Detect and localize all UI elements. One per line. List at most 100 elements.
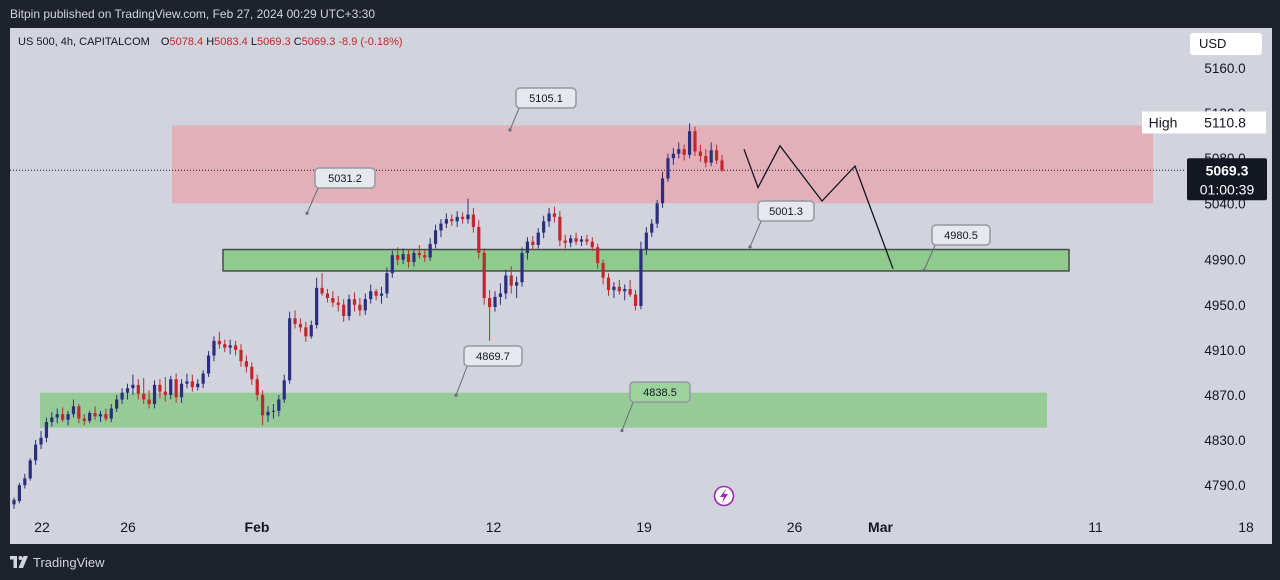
candle[interactable] [352, 292, 357, 312]
candle[interactable] [601, 259, 605, 285]
candle[interactable] [120, 388, 124, 404]
candle[interactable] [563, 234, 567, 249]
candle[interactable] [374, 288, 378, 301]
candle[interactable] [174, 373, 178, 403]
candle[interactable] [590, 237, 594, 251]
candle[interactable] [687, 123, 692, 159]
candle[interactable] [504, 269, 508, 300]
candle[interactable] [433, 224, 438, 249]
candle[interactable] [347, 294, 351, 321]
candle[interactable] [639, 241, 643, 310]
price-callout[interactable]: 4869.7 [454, 345, 523, 397]
candle[interactable] [77, 403, 81, 424]
candle[interactable] [574, 232, 578, 246]
candle[interactable] [158, 379, 162, 399]
candle[interactable] [558, 211, 562, 247]
price-callout[interactable]: 5105.1 [508, 87, 577, 132]
candle[interactable] [704, 149, 708, 168]
candle[interactable] [66, 410, 70, 426]
candle[interactable] [520, 247, 524, 287]
candle[interactable] [666, 153, 670, 182]
candle[interactable] [34, 440, 38, 465]
candle[interactable] [606, 273, 611, 296]
candle[interactable] [455, 211, 459, 227]
candle[interactable] [196, 379, 200, 391]
candle[interactable] [233, 340, 238, 356]
candle[interactable] [709, 142, 713, 167]
candle[interactable] [293, 310, 297, 329]
candle[interactable] [304, 321, 308, 342]
price-chart[interactable]: 5105.1 5031.2 5001.3 4980.5 4869.7 4838.5 516… [10, 28, 1272, 544]
candle[interactable] [309, 320, 313, 339]
x-axis[interactable]: 22 26 Feb 12 19 26 Mar 11 18 [34, 519, 1254, 535]
candle[interactable] [331, 291, 335, 308]
candle[interactable] [509, 266, 513, 294]
candle[interactable] [169, 375, 173, 400]
candle[interactable] [125, 383, 130, 400]
candle[interactable] [547, 207, 551, 227]
candle[interactable] [142, 378, 146, 404]
candle[interactable] [396, 247, 400, 266]
candle[interactable] [239, 344, 243, 367]
candle[interactable] [71, 399, 76, 418]
candle[interactable] [358, 298, 362, 317]
candle[interactable] [612, 282, 616, 299]
candle[interactable] [466, 198, 470, 224]
candle[interactable] [342, 299, 346, 322]
candle[interactable] [185, 373, 189, 389]
candle[interactable] [493, 291, 497, 312]
candle[interactable] [450, 214, 454, 226]
candle[interactable] [596, 243, 600, 269]
candle[interactable] [104, 408, 108, 421]
candle[interactable] [336, 295, 340, 312]
candle[interactable] [444, 213, 448, 229]
candle[interactable] [714, 144, 719, 164]
candle[interactable] [482, 248, 486, 305]
candle[interactable] [633, 290, 638, 311]
candle[interactable] [28, 458, 32, 481]
candle[interactable] [50, 411, 54, 427]
currency-button[interactable]: USD [1190, 33, 1262, 55]
candle[interactable] [412, 249, 416, 267]
price-callout[interactable]: 5001.3 [748, 200, 815, 249]
candle[interactable] [525, 237, 530, 260]
candle[interactable] [693, 126, 697, 156]
candle[interactable] [682, 144, 686, 161]
candle[interactable] [401, 248, 405, 265]
candle[interactable] [82, 414, 86, 426]
candle[interactable] [244, 355, 248, 373]
candle[interactable] [250, 362, 254, 385]
candle[interactable] [12, 497, 16, 509]
y-axis[interactable]: 5160.05120.05080.05040.04990.04950.04910… [1204, 61, 1245, 493]
candle[interactable] [206, 351, 211, 377]
candle[interactable] [417, 245, 421, 259]
candle[interactable] [406, 249, 411, 268]
candle[interactable] [147, 390, 151, 409]
candle[interactable] [460, 212, 465, 224]
candle[interactable] [363, 293, 367, 315]
candle[interactable] [217, 331, 221, 349]
candle[interactable] [617, 279, 621, 295]
candle[interactable] [39, 431, 43, 450]
candle[interactable] [201, 370, 205, 389]
candle[interactable] [698, 144, 702, 162]
candle[interactable] [17, 482, 22, 504]
lightning-icon[interactable] [713, 485, 735, 507]
candle[interactable] [650, 219, 654, 238]
candle[interactable] [212, 336, 216, 362]
candle[interactable] [55, 408, 59, 424]
candle[interactable] [131, 374, 135, 395]
candle[interactable] [569, 234, 573, 248]
candle[interactable] [88, 410, 92, 424]
candle[interactable] [266, 406, 270, 423]
candle[interactable] [288, 311, 292, 384]
candle[interactable] [115, 394, 119, 412]
candle[interactable] [255, 374, 259, 401]
candle[interactable] [655, 199, 659, 229]
candle[interactable] [439, 219, 443, 238]
tradingview-brand[interactable]: TradingView [33, 555, 105, 570]
candle[interactable] [379, 286, 384, 304]
candle[interactable] [315, 277, 319, 329]
candle[interactable] [385, 267, 389, 299]
candle[interactable] [152, 380, 157, 409]
